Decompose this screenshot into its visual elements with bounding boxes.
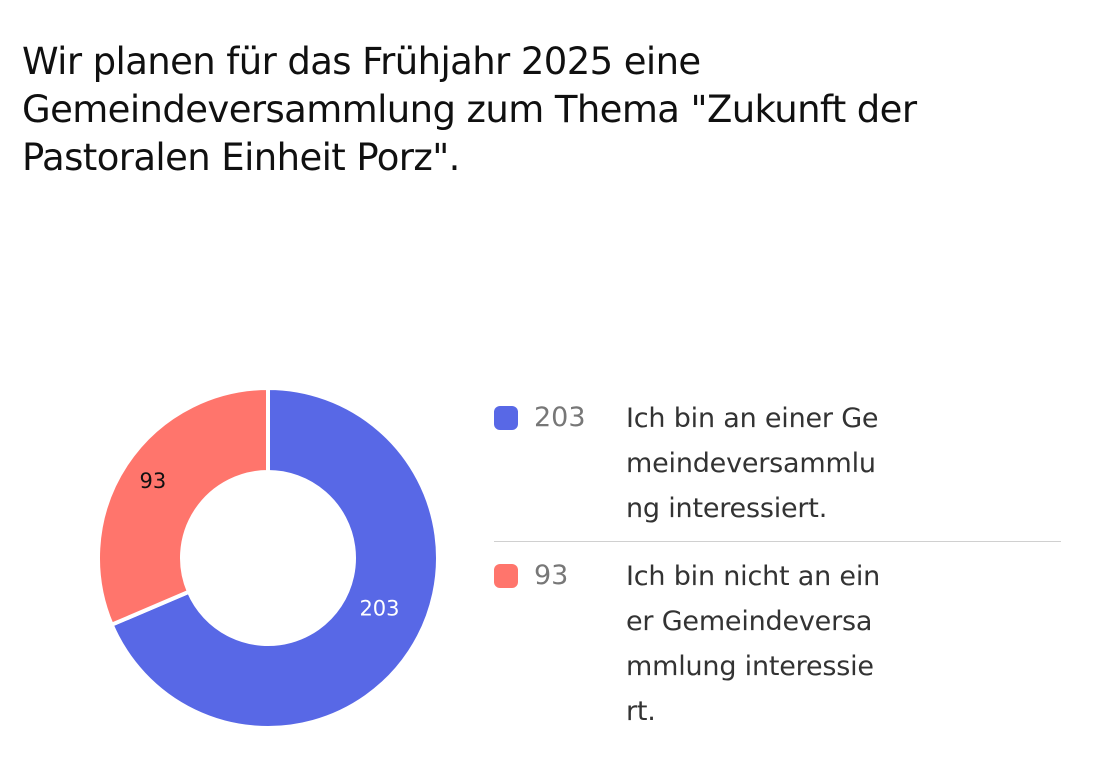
legend: 203 Ich bin an einer Gemeindeversammlung…: [494, 396, 1061, 744]
slice-label-not-interested: 93: [139, 469, 166, 493]
legend-swatch-interested: [494, 406, 518, 430]
donut-slice-labels: 203 93: [139, 469, 399, 621]
donut-slice-not-interested: [96, 386, 270, 627]
question-title: Wir planen für das Frühjahr 2025 eine Ge…: [22, 40, 917, 179]
legend-swatch-not-interested: [494, 564, 518, 588]
legend-item-interested: 203 Ich bin an einer Gemeindeversammlung…: [494, 396, 1061, 541]
legend-value-interested: 203: [534, 402, 586, 433]
slice-label-interested: 203: [359, 597, 399, 621]
legend-value-not-interested: 93: [534, 560, 569, 591]
donut-slices: [96, 386, 440, 730]
legend-label-not-interested: Ich bin nicht an einer Gemeindeversammlu…: [626, 561, 881, 727]
legend-label-interested: Ich bin an einer Gemeindeversammlung int…: [626, 403, 879, 524]
legend-item-not-interested: 93 Ich bin nicht an einer Gemeindeversam…: [494, 541, 1061, 744]
donut-slice-interested: [109, 386, 440, 730]
donut-chart-svg: 203 93: [96, 386, 440, 730]
donut-chart: 203 93: [90, 380, 450, 740]
